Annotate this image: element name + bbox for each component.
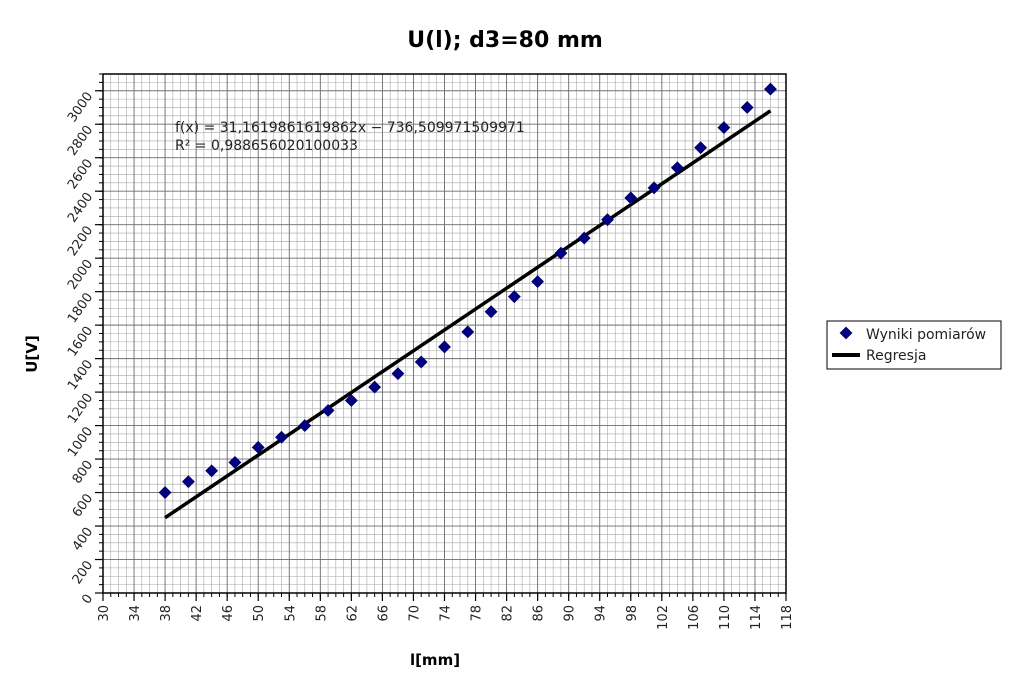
- legend-marker-measurements: [839, 326, 853, 340]
- x-tick-label: 74: [439, 605, 454, 622]
- legend: Wyniki pomiarów Regresja: [826, 320, 1002, 370]
- x-tick-label: 110: [718, 605, 733, 630]
- x-tick-label: 62: [345, 605, 360, 622]
- data-point: [298, 419, 312, 433]
- x-tick-label: 90: [563, 605, 578, 622]
- y-tick-label: 1200: [65, 391, 96, 427]
- data-point: [414, 355, 428, 369]
- x-tick-label: 114: [749, 605, 764, 630]
- y-tick-label: 400: [70, 525, 97, 554]
- data-point: [158, 486, 172, 499]
- y-axis-ticks: [95, 73, 103, 594]
- data-point: [228, 455, 242, 469]
- x-tick-label: 58: [314, 605, 329, 622]
- y-tick-label: 1800: [65, 290, 96, 326]
- data-point: [438, 340, 451, 354]
- x-axis-label: l[mm]: [410, 651, 460, 669]
- data-point: [717, 121, 731, 134]
- data-point: [670, 161, 684, 175]
- legend-box: [826, 320, 1002, 370]
- y-tick-label: 1600: [65, 324, 96, 360]
- data-point: [647, 181, 661, 195]
- x-tick-label: 86: [532, 605, 547, 622]
- x-axis-ticks: [102, 593, 787, 601]
- x-tick-label: 94: [594, 605, 609, 622]
- regression-series: [164, 109, 772, 520]
- data-point: [577, 231, 591, 245]
- data-point: [507, 290, 521, 304]
- x-tick-label: 42: [190, 605, 205, 622]
- data-point: [531, 275, 545, 289]
- x-tick-label: 38: [159, 605, 174, 622]
- x-tick-label: 82: [501, 605, 516, 622]
- y-tick-label: 2800: [65, 123, 96, 159]
- y-tick-label: 2400: [65, 190, 96, 226]
- y-tick-label: 1000: [65, 424, 96, 460]
- x-tick-label: 34: [128, 605, 143, 622]
- y-tick-label: 2200: [65, 223, 96, 259]
- x-tick-label: 102: [656, 605, 671, 630]
- x-tick-label: 50: [252, 605, 267, 622]
- data-point: [251, 440, 265, 454]
- x-tick-label: 30: [97, 605, 112, 622]
- x-tick-label: 70: [407, 605, 422, 622]
- x-tick-label: 118: [780, 605, 795, 630]
- data-point: [740, 101, 754, 114]
- data-point: [391, 367, 405, 381]
- data-point: [624, 191, 638, 205]
- y-tick-label: 2000: [65, 257, 96, 293]
- y-axis-label: U[V]: [23, 335, 41, 373]
- regression-r-squared: R² = 0,988656020100033: [175, 138, 358, 154]
- data-point: [554, 246, 568, 260]
- x-tick-label: 98: [625, 605, 640, 622]
- legend-label-measurements: Wyniki pomiarów: [866, 327, 986, 343]
- chart-title: U(l); d3=80 mm: [407, 28, 603, 53]
- data-point: [461, 325, 475, 339]
- x-tick-label: 66: [376, 605, 391, 622]
- data-point: [205, 464, 219, 478]
- x-tick-label: 106: [687, 605, 702, 630]
- measurement-series: [158, 82, 777, 499]
- legend-label-regression: Regresja: [866, 348, 926, 364]
- y-tick-label: 600: [70, 491, 97, 520]
- data-point: [368, 380, 382, 394]
- data-point: [484, 305, 498, 319]
- data-point: [275, 430, 288, 444]
- y-tick-label: 0: [79, 592, 96, 607]
- data-point: [694, 141, 708, 155]
- x-axis-tick-labels: 30 34 38 42 46 50 54 58 62 66 70 74 78 82 86 90 94 98 102 1…: [97, 605, 795, 630]
- data-point: [321, 404, 335, 417]
- data-point: [601, 213, 614, 227]
- data-point: [764, 82, 777, 96]
- y-axis-tick-labels: 0 200 400 600 800100012001400160018002000220…: [65, 89, 96, 607]
- y-tick-label: 3000: [65, 89, 96, 125]
- y-tick-label: 200: [70, 558, 97, 587]
- data-point: [344, 394, 358, 407]
- x-tick-label: 54: [283, 605, 298, 622]
- y-tick-label: 2600: [65, 156, 96, 192]
- regression-line: [164, 109, 772, 520]
- regression-equation: f(x) = 31,1619861619862x − 736,509971509…: [175, 120, 525, 136]
- y-tick-label: 800: [70, 458, 97, 487]
- x-tick-label: 46: [221, 605, 236, 622]
- x-tick-label: 78: [470, 605, 485, 622]
- data-point: [181, 475, 195, 489]
- y-tick-label: 1400: [65, 357, 96, 393]
